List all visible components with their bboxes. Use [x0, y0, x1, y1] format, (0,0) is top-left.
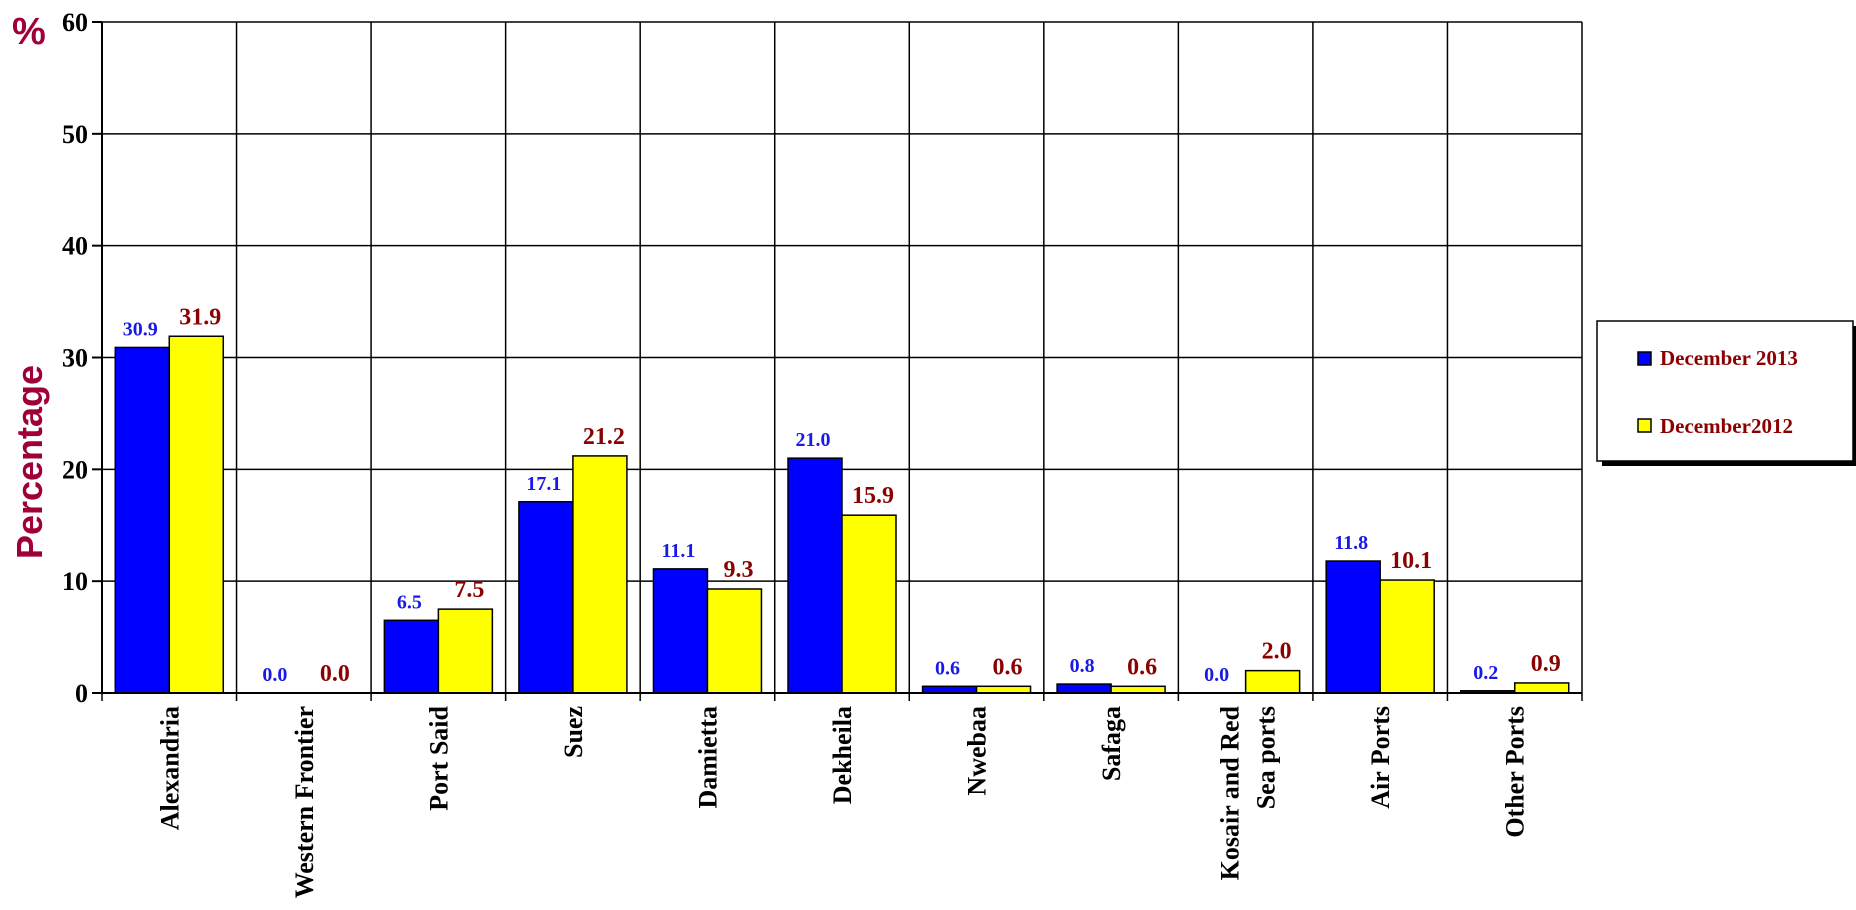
- data-label: 0.0: [262, 664, 287, 686]
- bar-december2012: [975, 685, 1032, 694]
- data-label: 0.2: [1473, 662, 1498, 684]
- bar-december-2013: [114, 346, 171, 694]
- x-tick-label: Damietta: [693, 706, 722, 809]
- x-tick-label: Alexandria: [155, 706, 184, 830]
- legend-label-december-2013: December 2013: [1660, 346, 1798, 370]
- bar-december2012: [572, 455, 628, 694]
- y-tick-label: 30: [62, 344, 88, 373]
- legend-box: [1596, 320, 1854, 462]
- legend-label-december2012: December2012: [1660, 414, 1793, 438]
- legend: December 2013 December2012: [1596, 320, 1856, 466]
- data-label: 0.8: [1070, 655, 1095, 677]
- bar-december2012: [1110, 685, 1166, 694]
- x-tick-label-line: Suez: [559, 706, 588, 758]
- data-label: 15.9: [852, 483, 894, 509]
- data-label: 0.6: [935, 657, 960, 679]
- data-label: 31.9: [179, 304, 221, 330]
- x-tick-label-line: Western Frontier: [290, 706, 319, 898]
- y-tick-label: 20: [62, 455, 88, 484]
- data-label: 0.6: [993, 654, 1023, 680]
- data-label: 11.1: [662, 540, 696, 562]
- bar-december2012: [1379, 579, 1435, 694]
- x-tick-label-line: Sea ports: [1252, 706, 1281, 809]
- data-label: 6.5: [397, 591, 422, 613]
- legend-swatch-december2012: [1637, 418, 1652, 433]
- x-tick-label: Port Said: [424, 705, 453, 810]
- bar-december-2013: [921, 685, 978, 694]
- data-label: 0.6: [1127, 654, 1157, 680]
- x-tick-label-line: Alexandria: [155, 706, 184, 830]
- data-label: 7.5: [454, 577, 484, 603]
- x-tick-label-line: Dekheila: [828, 706, 857, 804]
- x-tick-label: Suez: [559, 706, 588, 758]
- bar-december-2013: [652, 568, 709, 694]
- bars: [114, 335, 1570, 694]
- bar-december-2013: [1056, 683, 1112, 694]
- y-tick-label: 0: [75, 679, 88, 708]
- y-tick-label: 50: [62, 120, 88, 149]
- data-label: 21.0: [796, 429, 831, 451]
- data-label: 11.8: [1334, 532, 1368, 554]
- y-tick-label: 10: [62, 567, 88, 596]
- data-label: 0.0: [320, 661, 350, 687]
- y-unit-label: %: [12, 11, 46, 53]
- bar-december2012: [706, 588, 763, 694]
- y-tick-label: 40: [62, 232, 88, 261]
- x-tick-label-line: Damietta: [693, 706, 722, 809]
- data-label: 10.1: [1390, 548, 1432, 574]
- data-label: 0.9: [1531, 651, 1561, 677]
- data-label: 0.0: [1204, 664, 1229, 686]
- x-tick-label: Safaga: [1097, 706, 1126, 781]
- x-tick-label-line: Air Ports: [1366, 706, 1395, 809]
- gridlines: [101, 21, 1583, 701]
- legend-swatch-december-2013: [1637, 351, 1652, 366]
- bar-december-2013: [787, 457, 843, 694]
- x-tick-labels: Alexandria Western Frontier Port Said Suez D…: [155, 705, 1529, 898]
- bar-december-2013: [1325, 560, 1381, 694]
- bar-december-2013: [383, 619, 440, 694]
- x-tick-label: Air Ports: [1366, 706, 1395, 809]
- y-tick-label: 60: [62, 8, 88, 37]
- x-tick-label: Kosair and Red Sea ports: [1216, 705, 1281, 880]
- data-label: 2.0: [1262, 639, 1292, 665]
- data-labels: 30.9 31.9 0.0 0.0 6.5 7.5 17.1 21.2 11.1 9.3 21.0 1…: [123, 304, 1561, 687]
- data-label: 17.1: [526, 473, 561, 495]
- x-tick-label: Other Ports: [1501, 706, 1530, 838]
- bar-december2012: [1244, 669, 1301, 694]
- x-tick-label-line: Other Ports: [1501, 706, 1530, 838]
- x-tick-label: Western Frontier: [290, 706, 319, 898]
- bar-december2012: [437, 608, 494, 694]
- y-tick-labels: 0 10 20 30 40 50 60: [62, 8, 88, 708]
- bar-december2012: [1513, 682, 1570, 694]
- x-tick-label-line: Port Said: [424, 705, 453, 810]
- axes: [92, 21, 1582, 694]
- x-tick-label: Nwebaa: [963, 706, 992, 796]
- x-tick-label-line: Nwebaa: [963, 706, 992, 796]
- bar-december2012: [168, 335, 225, 694]
- x-tick-label: Dekheila: [828, 706, 857, 804]
- x-tick-label-line: Kosair and Red: [1216, 705, 1245, 880]
- data-label: 9.3: [723, 557, 753, 583]
- data-label: 30.9: [123, 318, 158, 340]
- x-tick-label-line: Safaga: [1097, 706, 1126, 781]
- bar-december-2013: [518, 501, 574, 694]
- data-label: 21.2: [583, 424, 625, 450]
- y-axis-title: Percentage: [9, 365, 50, 559]
- bar-december2012: [841, 514, 897, 694]
